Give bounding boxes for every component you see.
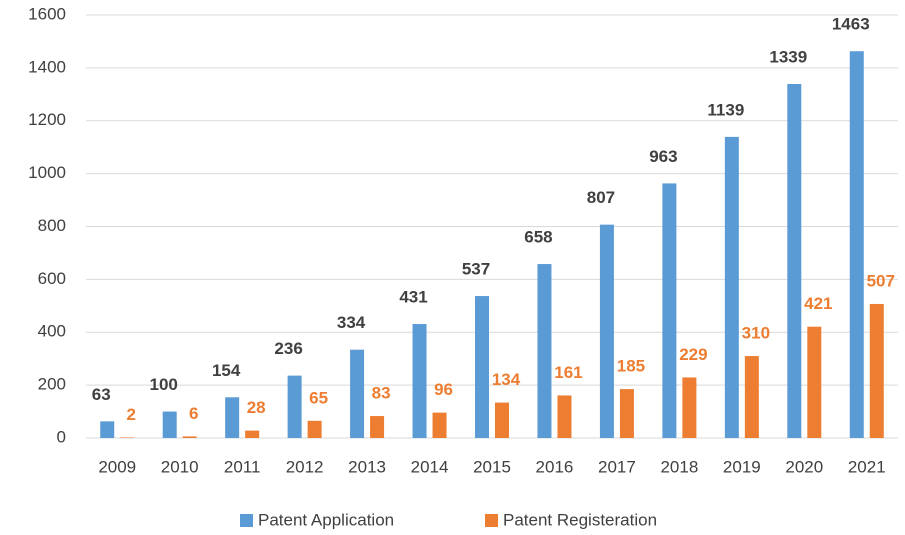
value-label: 28 [247, 398, 266, 417]
value-label: 1339 [769, 47, 807, 66]
x-tick-label: 2016 [536, 457, 574, 476]
x-tick-label: 2017 [598, 457, 636, 476]
x-tick-label: 2019 [723, 457, 761, 476]
value-label: 537 [462, 260, 490, 279]
value-label: 185 [617, 357, 645, 376]
y-tick-label: 800 [38, 216, 66, 235]
x-tick-label: 2011 [224, 457, 261, 476]
x-tick-label: 2020 [785, 457, 823, 476]
bar [807, 326, 822, 438]
bar [287, 375, 302, 438]
y-tick-label: 1000 [28, 163, 66, 182]
value-label: 421 [804, 294, 832, 313]
y-tick-label: 400 [38, 322, 66, 341]
value-label: 658 [524, 228, 552, 247]
bar [682, 377, 697, 438]
bar [619, 389, 634, 438]
value-label: 96 [434, 380, 453, 399]
x-tick-label: 2010 [161, 457, 199, 476]
bar [350, 349, 365, 438]
bar [120, 437, 135, 438]
bar [412, 324, 427, 438]
y-tick-label: 200 [38, 375, 66, 394]
y-tick-label: 0 [57, 427, 66, 446]
value-label: 63 [92, 385, 111, 404]
bar [245, 430, 260, 438]
value-label: 1463 [832, 15, 870, 34]
x-tick-label: 2012 [286, 457, 324, 476]
legend-label: Patent Application [258, 510, 394, 529]
value-label: 334 [337, 313, 366, 332]
bar [599, 224, 614, 438]
bar [724, 136, 739, 438]
bar [495, 402, 509, 438]
value-label: 236 [274, 339, 302, 358]
bar [537, 264, 552, 438]
x-tick-label: 2009 [98, 457, 136, 476]
value-label: 100 [150, 375, 178, 394]
value-label: 507 [867, 271, 895, 290]
x-tick-label: 2018 [660, 457, 698, 476]
y-tick-label: 600 [38, 269, 66, 288]
bar [162, 411, 177, 438]
y-tick-label: 1200 [28, 110, 66, 129]
bar [100, 421, 115, 438]
x-tick-label: 2014 [411, 457, 449, 476]
value-label: 134 [492, 370, 521, 389]
bar [849, 51, 864, 439]
value-label: 963 [649, 147, 677, 166]
value-label: 65 [309, 388, 328, 407]
legend-swatch [485, 514, 498, 527]
bar [307, 420, 322, 438]
value-label: 229 [679, 345, 707, 364]
x-tick-label: 2013 [348, 457, 386, 476]
bar [182, 436, 197, 438]
value-label: 807 [587, 188, 615, 207]
value-label: 431 [399, 288, 427, 307]
x-tick-label: 2015 [473, 457, 511, 476]
value-label: 83 [372, 384, 391, 403]
y-tick-label: 1400 [28, 57, 66, 76]
bar [744, 356, 759, 438]
value-label: 310 [742, 324, 770, 343]
bar [662, 183, 677, 438]
value-label: 1139 [707, 100, 744, 119]
bar [557, 395, 572, 438]
value-label: 6 [189, 404, 198, 423]
legend-swatch [240, 514, 253, 527]
y-tick-label: 1600 [28, 4, 66, 23]
bar [475, 296, 489, 438]
value-label: 154 [212, 361, 241, 380]
value-label: 161 [554, 363, 582, 382]
bar [225, 397, 240, 438]
bar [432, 412, 447, 438]
value-label: 2 [126, 405, 135, 424]
bar [869, 303, 884, 438]
bar [370, 416, 385, 438]
legend-label: Patent Registeration [503, 510, 657, 529]
x-tick-label: 2021 [848, 457, 886, 476]
bar [787, 84, 802, 438]
